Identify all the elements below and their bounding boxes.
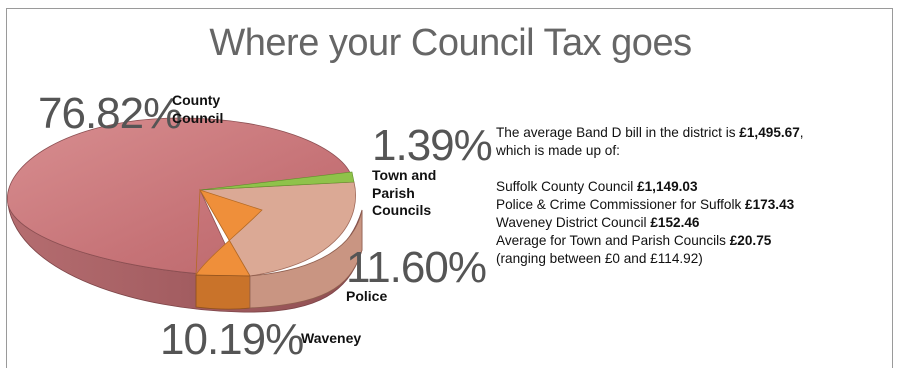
- waveney-percent: 10.19%: [160, 315, 304, 364]
- chart-title: Where your Council Tax goes: [209, 22, 692, 64]
- town-percent: 1.39%: [372, 121, 493, 170]
- intro-prefix: The average Band D bill in the district …: [496, 125, 740, 140]
- intro-line2: which is made up of:: [496, 143, 620, 158]
- town-label-line1: Town and: [372, 167, 437, 183]
- item-amount: £173.43: [745, 197, 795, 212]
- town-label-line3: Councils: [372, 202, 432, 218]
- police-label: Police: [346, 288, 388, 304]
- town-label-line2: Parish: [372, 184, 415, 201]
- breakdown-item: Police & Crime Commissioner for Suffolk …: [496, 196, 876, 214]
- breakdown-item: Waveney District Council £152.46: [496, 214, 876, 232]
- item-amount: £20.75: [729, 233, 772, 248]
- police-percent: 11.60%: [346, 243, 487, 292]
- item-name: Average for Town and Parish Councils: [496, 233, 730, 248]
- town-label: Town and Parish Councils: [372, 167, 436, 220]
- item-name: Police & Crime Commissioner for Suffolk: [496, 197, 746, 212]
- intro-line1: The average Band D bill in the district …: [496, 124, 876, 142]
- county-label-line1: County: [172, 92, 221, 108]
- breakdown-item: Average for Town and Parish Councils £20…: [496, 232, 876, 250]
- range-note: (ranging between £0 and £114.92): [496, 251, 703, 266]
- slice-police-side: [249, 209, 363, 309]
- spacer: [496, 160, 876, 178]
- slice-waveney-side: [195, 274, 251, 310]
- county-label: County Council: [172, 92, 223, 127]
- intro-suffix: ,: [799, 125, 804, 140]
- slice-town-parish: [199, 171, 355, 191]
- county-percent: 76.82%: [38, 89, 182, 138]
- intro-amount: £1,495.67: [739, 125, 800, 140]
- frame-gap: [6, 368, 893, 380]
- breakdown-item: Suffolk County Council £1,149.03: [496, 178, 876, 196]
- county-label-line2: Council: [172, 109, 224, 126]
- info-panel: The average Band D bill in the district …: [496, 124, 876, 268]
- item-name: Waveney District Council: [496, 215, 651, 230]
- slice-county-council: [7, 117, 353, 277]
- waveney-label: Waveney: [301, 330, 362, 346]
- item-name: Suffolk County Council: [496, 179, 638, 194]
- item-amount: £152.46: [650, 215, 700, 230]
- item-amount: £1,149.03: [637, 179, 698, 194]
